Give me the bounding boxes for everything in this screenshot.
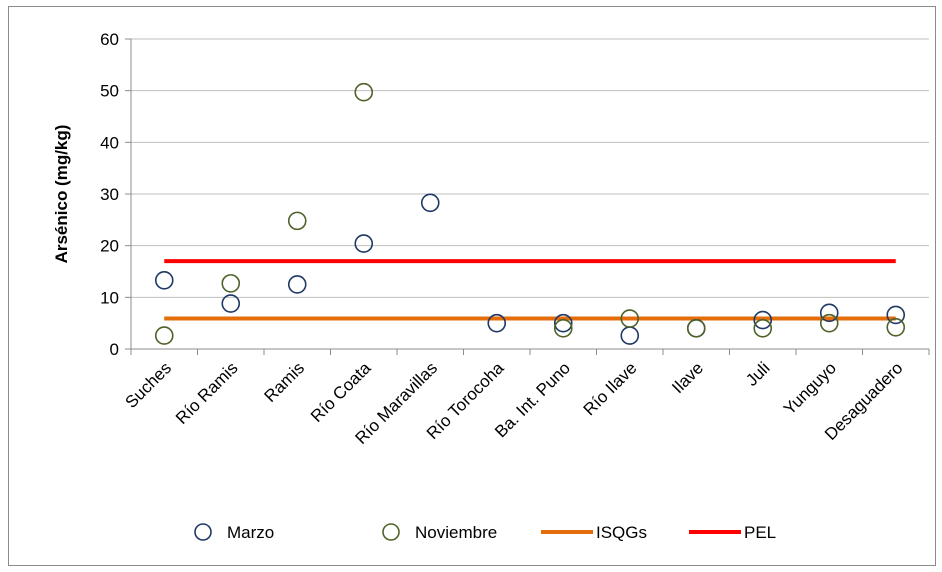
y-tick-label: 30 [100,185,119,204]
x-category-label: Suches [122,358,176,412]
y-tick-label: 20 [100,237,119,256]
point-noviembre [154,326,174,345]
x-category-label: Yunguyo [780,358,840,418]
y-tick-label: 10 [100,288,119,307]
point-marzo [154,270,174,290]
x-category-label: Río Coata [307,358,375,426]
data-markers [154,82,906,345]
chart-frame: 0 10 20 30 40 50 60 Suches Río Ramis Ramis Río Co… [8,6,936,566]
y-tick-label: 50 [100,82,119,101]
y-tick-labels: 0 10 20 30 40 50 60 [100,30,119,359]
y-axis-label: Arsénico (mg/kg) [52,125,71,264]
legend-label-marzo: Marzo [227,523,274,542]
legend-label-isqgs: ISQGs [596,523,647,542]
point-noviembre [819,313,839,333]
legend: Marzo Noviembre ISQGs PEL [194,523,776,542]
y-tick-label: 0 [110,340,119,359]
legend-symbol-noviembre [382,523,400,541]
x-category-label: Ilave [668,358,707,397]
point-marzo [753,310,773,330]
point-noviembre [753,319,773,338]
y-tick-label: 40 [100,133,119,152]
x-category-label: Río Ilave [580,358,641,419]
x-category-label: Juli [742,358,773,389]
grid-lines [131,38,929,298]
legend-symbol-marzo [194,523,212,541]
point-noviembre [553,319,573,338]
point-marzo [620,326,640,345]
x-category-label: Ramis [261,358,308,405]
point-marzo [354,234,374,253]
point-noviembre [221,274,241,293]
point-noviembre [686,319,706,338]
legend-label-pel: PEL [744,523,776,542]
y-tick-label: 60 [100,30,119,49]
point-marzo [819,303,839,323]
reference-lines [164,259,896,321]
point-marzo [221,294,241,313]
point-marzo [287,275,307,294]
point-noviembre [886,317,906,337]
point-noviembre [354,82,374,102]
point-marzo [487,313,507,333]
point-marzo [420,193,440,213]
point-marzo [553,313,573,333]
axes [125,38,930,355]
legend-label-noviembre: Noviembre [415,523,497,542]
x-category-label: Río Ramis [172,358,242,428]
point-noviembre [287,211,307,231]
point-noviembre [620,309,640,328]
point-marzo [886,305,906,325]
